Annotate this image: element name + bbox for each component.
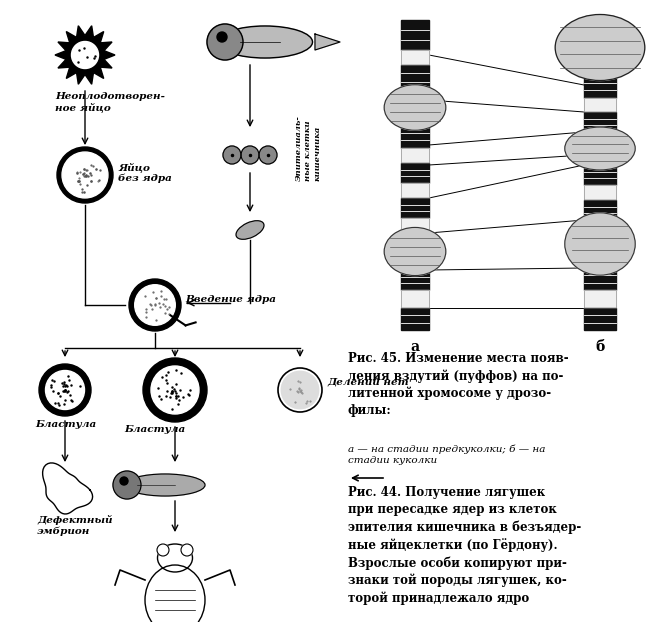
Circle shape — [157, 544, 169, 556]
Circle shape — [39, 364, 91, 416]
FancyBboxPatch shape — [401, 218, 429, 233]
Text: б: б — [595, 340, 605, 354]
FancyBboxPatch shape — [401, 148, 429, 163]
Text: Введение ядра: Введение ядра — [185, 295, 276, 305]
Circle shape — [113, 471, 141, 499]
Circle shape — [181, 544, 193, 556]
Text: Яйцо
без ядра: Яйцо без ядра — [118, 162, 172, 183]
Polygon shape — [43, 463, 93, 514]
Ellipse shape — [555, 14, 645, 80]
FancyBboxPatch shape — [584, 290, 616, 308]
Ellipse shape — [565, 213, 635, 275]
Circle shape — [46, 371, 85, 409]
Circle shape — [62, 152, 108, 198]
FancyBboxPatch shape — [584, 98, 616, 112]
Circle shape — [151, 366, 199, 414]
Polygon shape — [55, 26, 115, 84]
FancyBboxPatch shape — [584, 165, 616, 185]
Circle shape — [217, 32, 227, 42]
Circle shape — [72, 42, 99, 68]
FancyBboxPatch shape — [584, 200, 616, 220]
Ellipse shape — [217, 26, 313, 58]
FancyBboxPatch shape — [401, 50, 429, 65]
Circle shape — [143, 358, 207, 422]
FancyBboxPatch shape — [401, 183, 429, 198]
Text: Рис. 45. Изменение места появ-
ления вздутий (пуффов) на по-
литенной хромосоме : Рис. 45. Изменение места появ- ления взд… — [348, 352, 568, 417]
FancyBboxPatch shape — [401, 270, 429, 290]
Polygon shape — [315, 34, 340, 50]
Text: а — на стадии предкуколки; б — на
стадии куколки: а — на стадии предкуколки; б — на стадии… — [348, 444, 546, 465]
FancyBboxPatch shape — [401, 198, 429, 218]
Circle shape — [223, 146, 241, 164]
Ellipse shape — [158, 544, 193, 572]
Ellipse shape — [384, 228, 446, 276]
FancyBboxPatch shape — [401, 20, 429, 50]
Text: Дефектный
эмбрион: Дефектный эмбрион — [37, 515, 113, 536]
Circle shape — [57, 147, 113, 203]
Ellipse shape — [125, 474, 205, 496]
Ellipse shape — [384, 85, 446, 130]
FancyBboxPatch shape — [584, 308, 616, 330]
Ellipse shape — [236, 221, 264, 239]
FancyBboxPatch shape — [401, 125, 429, 148]
Text: Неоплодотворен-
ное яйцо: Неоплодотворен- ное яйцо — [55, 92, 165, 113]
Circle shape — [241, 146, 259, 164]
FancyBboxPatch shape — [584, 268, 616, 290]
Circle shape — [120, 477, 128, 485]
Circle shape — [207, 24, 243, 60]
FancyBboxPatch shape — [584, 75, 616, 98]
Circle shape — [259, 146, 277, 164]
FancyBboxPatch shape — [401, 65, 429, 90]
FancyBboxPatch shape — [584, 112, 616, 132]
Circle shape — [135, 285, 175, 325]
Text: а: а — [411, 340, 419, 354]
Circle shape — [129, 279, 181, 331]
FancyBboxPatch shape — [401, 308, 429, 330]
FancyBboxPatch shape — [401, 163, 429, 183]
Ellipse shape — [565, 127, 635, 170]
Ellipse shape — [145, 565, 205, 622]
FancyBboxPatch shape — [401, 290, 429, 308]
Text: Бластула: Бластула — [124, 425, 186, 434]
Circle shape — [281, 371, 319, 409]
FancyBboxPatch shape — [584, 185, 616, 200]
Text: Бластула: Бластула — [35, 420, 96, 429]
Text: Эпителиаль-
ные клетки
кишечника: Эпителиаль- ные клетки кишечника — [295, 115, 321, 181]
Text: Делений нет: Делений нет — [327, 378, 409, 387]
Text: Рис. 44. Получение лягушек
при пересадке ядер из клеток
эпителия кишечника в без: Рис. 44. Получение лягушек при пересадке… — [348, 486, 581, 605]
